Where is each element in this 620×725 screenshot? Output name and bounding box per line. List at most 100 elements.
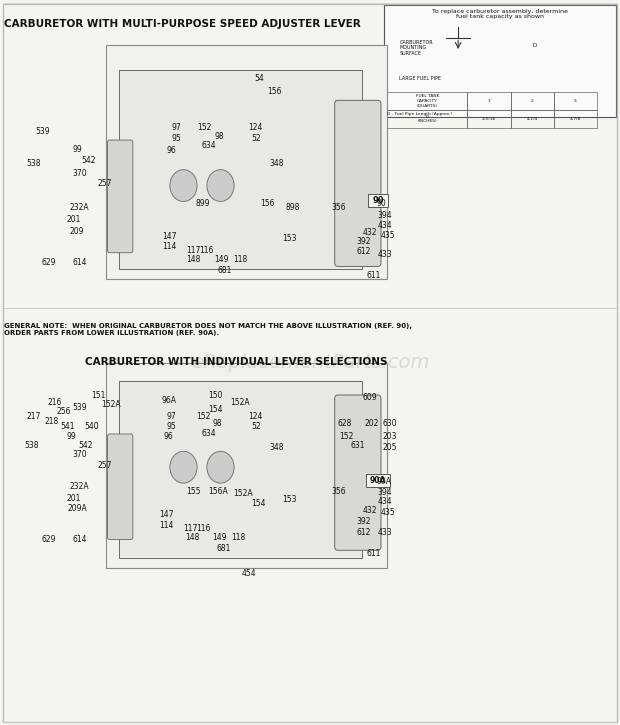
Text: 90A: 90A — [370, 476, 386, 485]
Text: D - Fuel Pipe Length (Approx.): D - Fuel Pipe Length (Approx.) — [387, 112, 452, 115]
Text: 681: 681 — [216, 544, 231, 553]
Text: 52: 52 — [251, 421, 261, 431]
Text: 681: 681 — [218, 265, 232, 275]
Text: 124: 124 — [248, 123, 263, 132]
Text: 539: 539 — [35, 127, 50, 136]
Text: 629: 629 — [42, 258, 56, 268]
Text: 256: 256 — [57, 407, 71, 416]
Text: 147: 147 — [159, 510, 173, 518]
Text: 3: 3 — [574, 99, 577, 103]
Text: 540: 540 — [85, 421, 99, 431]
Text: 392: 392 — [356, 517, 371, 526]
Text: 54: 54 — [254, 74, 264, 83]
Text: 257: 257 — [97, 179, 112, 188]
Text: 156A: 156A — [208, 486, 228, 496]
Text: 370: 370 — [73, 169, 87, 178]
Text: 898: 898 — [285, 203, 299, 212]
Text: 394: 394 — [378, 488, 392, 497]
Circle shape — [170, 452, 197, 483]
FancyBboxPatch shape — [107, 434, 133, 539]
Text: 2-5/16: 2-5/16 — [482, 117, 496, 121]
Text: 95: 95 — [171, 134, 181, 143]
Text: 114: 114 — [162, 242, 176, 252]
FancyBboxPatch shape — [335, 100, 381, 267]
FancyBboxPatch shape — [118, 381, 363, 558]
Text: 348: 348 — [270, 160, 285, 168]
Text: 218: 218 — [45, 417, 59, 426]
Text: 114: 114 — [159, 521, 173, 529]
Text: 209A: 209A — [68, 504, 87, 513]
Text: 435: 435 — [381, 231, 396, 240]
Text: GENERAL NOTE:  WHEN ORIGINAL CARBURETOR DOES NOT MATCH THE ABOVE ILLUSTRATION (R: GENERAL NOTE: WHEN ORIGINAL CARBURETOR D… — [4, 323, 412, 336]
Text: 90: 90 — [372, 196, 384, 205]
Text: 611: 611 — [366, 550, 381, 558]
FancyBboxPatch shape — [106, 362, 387, 568]
Text: 614: 614 — [73, 535, 87, 544]
Bar — [511, 91, 554, 109]
Text: 216: 216 — [48, 398, 62, 407]
Text: FUEL TANK
CAPACITY
(QUARTS): FUEL TANK CAPACITY (QUARTS) — [415, 94, 439, 107]
Text: 2: 2 — [531, 99, 534, 103]
FancyBboxPatch shape — [106, 45, 387, 279]
Text: 541: 541 — [60, 421, 74, 431]
Text: 116: 116 — [196, 524, 210, 533]
FancyBboxPatch shape — [384, 5, 616, 117]
Text: 201: 201 — [66, 215, 81, 224]
Text: 538: 538 — [26, 160, 40, 168]
Text: 148: 148 — [187, 255, 201, 265]
Text: 433: 433 — [378, 249, 392, 259]
Text: 434: 434 — [378, 221, 392, 230]
Text: 153: 153 — [282, 495, 297, 504]
Bar — [387, 109, 467, 128]
Text: 201: 201 — [66, 494, 81, 502]
Text: 612: 612 — [356, 247, 371, 257]
Text: 435: 435 — [381, 508, 396, 517]
Text: To replace carburetor assembly, determine
fuel tank capacity as shown: To replace carburetor assembly, determin… — [432, 9, 568, 20]
Text: 631: 631 — [350, 441, 365, 450]
Text: 628: 628 — [338, 419, 352, 428]
Text: 348: 348 — [270, 443, 285, 452]
Text: 155: 155 — [187, 486, 201, 496]
Text: 154: 154 — [251, 499, 266, 507]
Text: 609: 609 — [363, 393, 377, 402]
Text: 538: 538 — [25, 441, 39, 450]
Text: 90: 90 — [376, 199, 386, 208]
Text: 356: 356 — [332, 203, 346, 212]
Text: 152A: 152A — [102, 400, 121, 409]
Text: CARBURETOR
MOUNTING
SURFACE: CARBURETOR MOUNTING SURFACE — [399, 40, 433, 57]
FancyBboxPatch shape — [107, 140, 133, 253]
Text: 152: 152 — [340, 431, 354, 441]
Text: 52: 52 — [251, 134, 261, 143]
Bar — [467, 109, 511, 128]
Text: 542: 542 — [82, 156, 96, 165]
FancyBboxPatch shape — [368, 194, 388, 207]
Text: 147: 147 — [162, 231, 176, 241]
Text: 432: 432 — [363, 228, 377, 237]
Text: 150: 150 — [208, 391, 223, 399]
FancyBboxPatch shape — [118, 70, 363, 268]
Text: 149: 149 — [213, 533, 227, 542]
Bar — [387, 91, 467, 109]
Text: 118: 118 — [233, 255, 247, 265]
Text: 629: 629 — [42, 535, 56, 544]
Bar — [467, 91, 511, 109]
Text: 90A: 90A — [376, 477, 391, 486]
Text: 634: 634 — [202, 141, 216, 150]
Text: 454: 454 — [242, 569, 257, 578]
Text: 392: 392 — [356, 237, 371, 247]
Text: 99: 99 — [73, 145, 82, 154]
Text: 154: 154 — [208, 405, 223, 414]
Circle shape — [207, 452, 234, 483]
Text: 899: 899 — [196, 199, 210, 208]
Text: 148: 148 — [185, 533, 200, 542]
Circle shape — [207, 170, 234, 202]
Text: 257: 257 — [97, 460, 112, 470]
Text: 152A: 152A — [233, 489, 252, 499]
Text: 232A: 232A — [69, 482, 89, 492]
Text: 118: 118 — [231, 533, 246, 542]
Text: 202: 202 — [365, 419, 379, 428]
Bar — [554, 109, 597, 128]
Text: 153: 153 — [282, 233, 297, 243]
Text: 97: 97 — [171, 123, 181, 132]
Text: 4-7/8: 4-7/8 — [570, 117, 581, 121]
